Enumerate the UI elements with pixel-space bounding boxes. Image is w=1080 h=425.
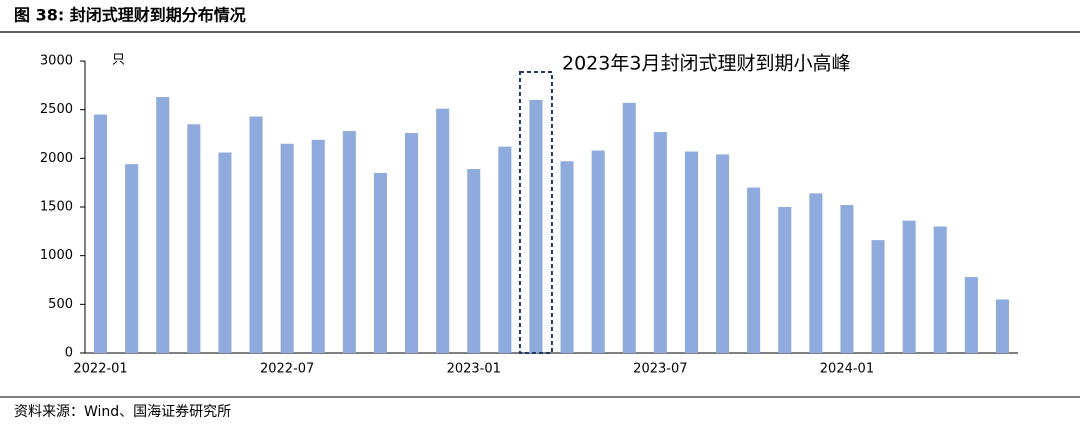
bar (747, 187, 761, 353)
bar (125, 164, 139, 353)
bar (840, 205, 854, 353)
bar (871, 240, 885, 353)
bar (467, 169, 481, 353)
bar (311, 139, 325, 353)
y-tick-label: 3000 (40, 54, 73, 69)
y-tick-label: 1500 (40, 200, 73, 215)
bar (373, 172, 387, 353)
bar (684, 151, 698, 353)
bar (342, 131, 356, 353)
y-tick-label: 2000 (40, 151, 73, 166)
y-tick-label: 1000 (40, 248, 73, 263)
y-tick-label: 500 (48, 297, 73, 312)
bar (995, 299, 1009, 353)
x-tick-label: 2023-07 (633, 362, 687, 377)
x-tick-label: 2022-01 (73, 362, 127, 377)
bar (964, 277, 978, 353)
bar (280, 143, 294, 353)
bar (156, 97, 170, 353)
chart-title: 图 38: 封闭式理财到期分布情况 (14, 6, 246, 25)
bar (933, 226, 947, 353)
bar (94, 114, 108, 354)
bar (498, 146, 512, 353)
y-axis-label: 只 (112, 53, 125, 68)
x-tick-label: 2022-07 (260, 362, 314, 377)
highlight-box (518, 71, 553, 354)
x-tick-label: 2024-01 (820, 362, 874, 377)
bar (249, 116, 263, 353)
bar (560, 161, 574, 353)
bar (529, 99, 543, 353)
bar (622, 102, 636, 353)
source: 资料来源：Wind、国海证券研究所 (14, 404, 231, 420)
bar (436, 108, 450, 354)
x-tick-label: 2023-01 (447, 362, 501, 377)
bar (653, 132, 667, 353)
annotation: 2023年3月封闭式理财到期小高峰 (562, 53, 850, 75)
bar (902, 220, 916, 353)
bar (591, 150, 605, 353)
bar (218, 152, 232, 353)
bar (809, 193, 823, 353)
bar (778, 207, 792, 353)
y-tick-label: 2500 (40, 102, 73, 117)
bar (187, 124, 201, 354)
y-tick-label: 0 (65, 346, 73, 361)
bar (716, 154, 730, 353)
bar (405, 133, 419, 353)
